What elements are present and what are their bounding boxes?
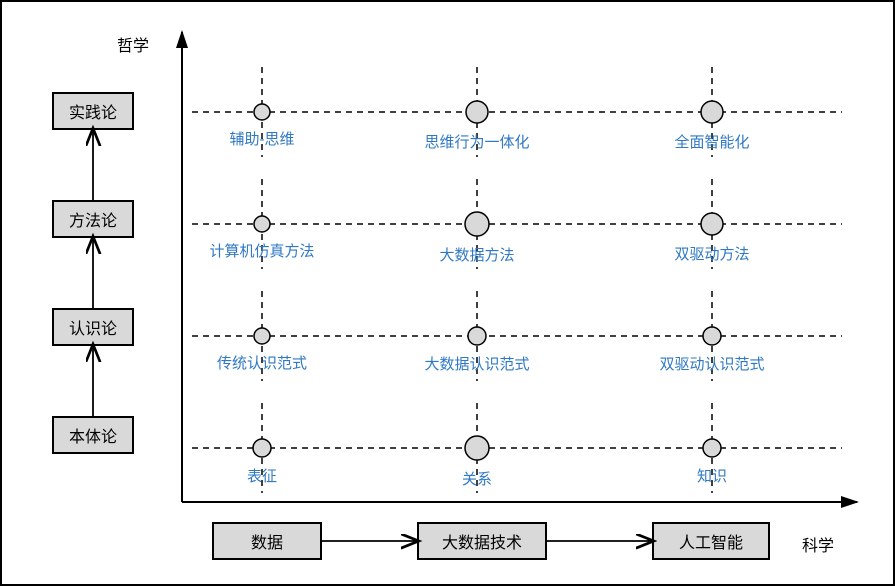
cell-label: 双驱动认识范式: [659, 353, 764, 374]
diagram-svg: [2, 2, 895, 586]
cell-label: 计算机仿真方法: [209, 240, 314, 261]
cell-label: 表征: [247, 465, 277, 486]
cell-label: 关系: [462, 468, 492, 489]
cell-label: 大数据方法: [439, 244, 514, 265]
diagram-frame: 哲学 科学 本体论 认识论 方法论 实践论 数据 大数据技术 人工智能 表征关系…: [0, 0, 895, 586]
cell-label: 思维行为一体化: [424, 131, 529, 152]
cell-label: 辅助-思维: [230, 128, 295, 149]
cell-label: 全面智能化: [674, 131, 749, 152]
cell-label: 大数据认识范式: [424, 353, 529, 374]
cell-label: 双驱动方法: [674, 243, 749, 264]
cell-label: 知识: [697, 465, 727, 486]
cell-label: 传统认识范式: [217, 352, 307, 373]
